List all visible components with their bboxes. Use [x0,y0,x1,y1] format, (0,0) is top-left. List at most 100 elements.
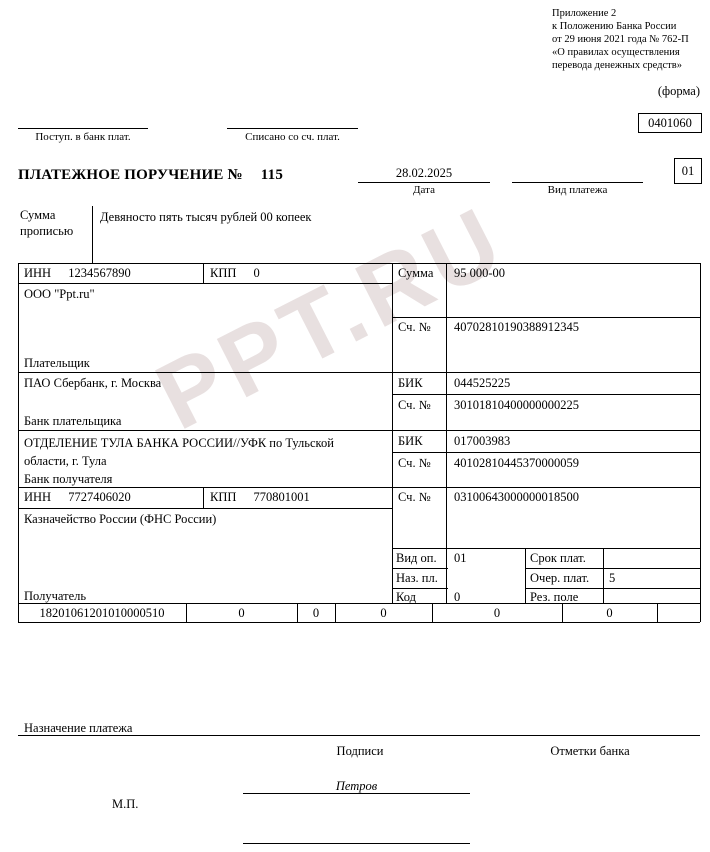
grid-line [392,568,448,569]
grid-line [432,603,433,622]
status-code-box: 01 [674,158,702,184]
grid-line [700,263,701,622]
grid-line [603,548,604,603]
payer-bank-account: 30101810400000000225 [454,398,579,412]
grid-line [18,622,700,623]
op-type-label: Вид оп. [396,551,437,565]
due-date-label: Срок плат. [530,551,586,565]
sum-label: Сумма [398,266,434,280]
grid-line [297,603,298,622]
grid-line [392,317,700,318]
codes-cell: 0 [312,606,320,620]
signatures-label: Подписи [336,744,384,758]
grid-line [525,568,700,569]
payee-bank-section-label: Банк получателя [24,472,113,486]
payer-account-label: Сч. № [398,320,431,334]
grid-line [186,603,187,622]
status-code: 01 [681,163,695,178]
signature-line [243,793,470,794]
payer-kpp: КПП 0 [210,266,260,280]
payee-bank-name: ОТДЕЛЕНИЕ ТУЛА БАНКА РОССИИ//УФК по Туль… [24,436,334,468]
payee-account-label: Сч. № [398,490,431,504]
codes-cell: 0 [238,606,245,620]
purpose-label: Назначение платежа [24,721,133,735]
annotation-line: Приложение 2 [552,8,617,19]
annotation-line: от 29 июня 2021 года № 762-П [552,34,689,45]
priority-label: Очер. плат. [530,571,590,585]
amount-words-label: Сумма прописью [20,208,74,238]
grid-line [392,263,393,603]
sum-value: 95 000-00 [454,266,506,280]
grid-line [18,372,700,373]
codes-cell: 0 [380,606,387,620]
payment-type-label: Вид платежа [547,184,608,196]
grid-line [18,430,700,431]
grid-line [18,508,392,509]
payment-type-line [512,182,643,183]
payee-bank-account: 40102810445370000059 [454,456,579,470]
mp-label: М.П. [112,797,139,811]
payee-bank-bik-label: БИК [398,434,423,448]
grid-line [392,394,700,395]
grid-line [392,588,448,589]
payer-inn: ИНН 1234567890 [24,266,131,280]
amount-words-value: Девяносто пять тысяч рублей 00 копеек [100,210,312,224]
debited-line [227,128,358,129]
op-type-value: 01 [454,551,467,565]
payee-bank-account-label: Сч. № [398,456,431,470]
grid-line [335,603,336,622]
grid-line [392,452,700,453]
code-label: Код [396,590,416,604]
payer-bank-name: ПАО Сбербанк, г. Москва [24,376,162,390]
codes-cell: 0 [606,606,613,620]
payee-inn: ИНН 7727406020 [24,490,131,504]
forma-label: (форма) [657,84,700,98]
date-label: Дата [413,184,435,196]
grid-line [18,263,700,264]
grid-line [657,603,658,622]
divider [92,206,93,263]
purpose-line [18,735,700,736]
grid-line [392,548,700,549]
grid-line [446,263,447,603]
code-value: 0 [454,590,461,604]
payer-bank-section-label: Банк плательщика [24,414,122,428]
form-code: 0401060 [648,115,692,130]
payer-name: ООО "Ppt.ru" [24,287,95,301]
bank-marks-label: Отметки банка [550,744,630,758]
payer-bank-bik-label: БИК [398,376,423,390]
signature-name: Петров [335,779,378,793]
document-title: ПЛАТЕЖНОЕ ПОРУЧЕНИЕ № 115 [18,167,284,183]
grid-line [525,548,526,603]
annotation-line: «О правилах осуществления [552,47,680,58]
purpose-code-label: Наз. пл. [396,571,438,585]
payer-section-label: Плательщик [24,356,90,370]
grid-line [18,263,19,622]
date-value: 28.02.2025 [395,166,453,180]
codes-cell: 0 [493,606,501,620]
grid-line [562,603,563,622]
annotation-line: перевода денежных средств» [552,60,682,71]
document-number: 115 [260,167,284,183]
payee-bank-bik: 017003983 [454,434,511,448]
priority-value: 5 [609,571,616,585]
date-line [358,182,490,183]
kbk-cell: 18201061201010000510 [39,606,165,620]
grid-line [203,487,204,508]
payer-bank-account-label: Сч. № [398,398,431,412]
payee-kpp: КПП 770801001 [210,490,310,504]
signature-line-2 [243,843,470,844]
grid-line [525,588,700,589]
payee-name: Казначейство России (ФНС России) [24,512,217,526]
grid-line [18,487,700,488]
annotation-line: к Положению Банка России [552,21,677,32]
form-code-box: 0401060 [638,113,702,133]
grid-line [18,603,700,604]
received-line [18,128,148,129]
debited-label: Списано со сч. плат. [245,131,340,143]
payer-account: 40702810190388912345 [454,320,579,334]
payer-bank-bik: 044525225 [454,376,511,390]
payee-section-label: Получатель [24,589,87,603]
reserve-label: Рез. поле [530,590,579,604]
